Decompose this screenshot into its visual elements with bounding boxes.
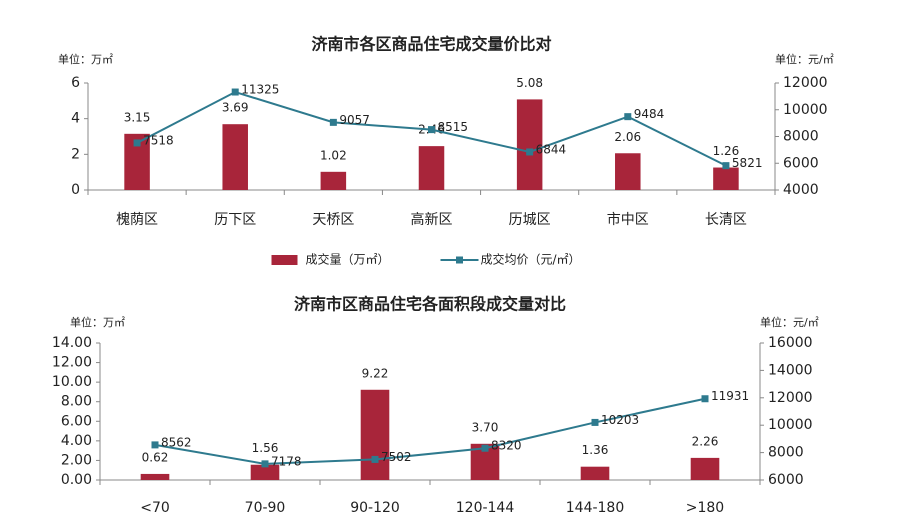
line-marker <box>371 455 379 463</box>
line-label: 7518 <box>143 133 174 147</box>
line-marker <box>231 88 239 96</box>
x-tick-label: 120-144 <box>456 500 515 516</box>
bar-label: 2.06 <box>614 130 641 144</box>
y-tick-label: 0.00 <box>61 472 92 488</box>
y-tick-label: 2 <box>71 146 80 162</box>
bar-label: 2.26 <box>692 434 719 448</box>
line-label: 7502 <box>381 450 412 464</box>
line-label: 8562 <box>161 435 192 449</box>
chart-title: 济南市各区商品住宅成交量价比对 <box>311 35 551 54</box>
y2-tick-label: 6000 <box>768 472 804 488</box>
line-label: 9484 <box>634 107 665 121</box>
line-marker <box>526 148 534 156</box>
legend-swatch <box>271 255 298 265</box>
bar <box>690 457 720 480</box>
y-tick-label: 6.00 <box>61 413 92 429</box>
line-marker <box>329 118 337 126</box>
x-tick-label: 70-90 <box>245 500 286 516</box>
y2-tick-label: 8000 <box>768 445 804 461</box>
x-tick-label: 天桥区 <box>312 212 354 228</box>
y-tick-label: 8.00 <box>61 394 92 410</box>
bar <box>516 99 543 190</box>
y2-tick-label: 12000 <box>783 75 828 91</box>
x-tick-label: 槐荫区 <box>116 212 158 228</box>
y2-tick-label: 4000 <box>783 182 819 198</box>
y-unit: 单位：万㎡ <box>58 52 113 66</box>
bar-label: 1.26 <box>713 144 740 158</box>
y2-tick-label: 14000 <box>768 362 813 378</box>
y2-tick-label: 10000 <box>783 102 828 118</box>
x-tick-label: 144-180 <box>566 500 625 516</box>
line-marker <box>624 113 632 121</box>
bar <box>360 389 390 480</box>
x-tick-label: <70 <box>140 500 170 516</box>
y2-tick-label: 8000 <box>783 129 819 145</box>
y-tick-label: 12.00 <box>52 355 92 371</box>
line-label: 10203 <box>601 413 639 427</box>
x-tick-label: >180 <box>686 500 724 516</box>
line-marker <box>722 162 730 170</box>
chart-title: 济南市区商品住宅各面积段成交量对比 <box>294 295 566 314</box>
legend-swatch <box>456 256 463 264</box>
y-tick-label: 6 <box>71 75 80 91</box>
x-tick-label: 高新区 <box>411 211 453 228</box>
legend-label: 成交均价（元/㎡） <box>481 252 581 267</box>
y-unit: 单位：万㎡ <box>70 315 125 329</box>
line-marker <box>428 126 435 134</box>
bar-label: 1.36 <box>582 443 609 457</box>
line-label: 8320 <box>491 439 522 453</box>
line-marker <box>591 418 599 426</box>
y2-tick-label: 6000 <box>783 155 819 171</box>
x-tick-label: 历下区 <box>214 212 256 228</box>
x-tick-label: 历城区 <box>509 212 551 228</box>
line-marker <box>481 444 489 452</box>
bar <box>320 171 347 190</box>
line-label: 11325 <box>241 83 279 97</box>
line-label: 11931 <box>711 389 749 403</box>
bar-label: 3.69 <box>222 101 249 115</box>
bar <box>250 464 280 480</box>
bar-label: 0.62 <box>142 450 169 464</box>
y2-tick-label: 12000 <box>768 390 813 406</box>
line-label: 5821 <box>732 156 763 170</box>
bar <box>222 124 248 190</box>
line-marker <box>261 460 269 468</box>
x-tick-label: 长清区 <box>705 212 747 228</box>
bar-label: 1.02 <box>320 148 347 162</box>
bar-label: 5.08 <box>516 76 543 90</box>
y-tick-label: 10.00 <box>52 374 92 390</box>
y2-unit: 单位：元/㎡ <box>760 315 819 329</box>
y-tick-label: 14.00 <box>52 335 92 351</box>
line-label: 7178 <box>271 454 302 468</box>
y-tick-label: 2.00 <box>61 452 92 468</box>
x-tick-label: 90-120 <box>350 500 400 516</box>
line-marker <box>701 395 709 403</box>
bar-label: 9.22 <box>362 366 389 380</box>
bar-label: 1.56 <box>252 441 279 455</box>
line-label: 9057 <box>339 113 370 127</box>
bar <box>140 473 170 480</box>
line-marker <box>151 441 159 449</box>
y2-tick-label: 16000 <box>768 335 813 351</box>
y-tick-label: 4.00 <box>61 433 92 449</box>
line-label: 8515 <box>438 120 469 134</box>
x-tick-label: 市中区 <box>607 211 649 228</box>
y-tick-label: 0 <box>71 182 80 198</box>
y-tick-label: 4 <box>71 111 80 127</box>
legend-label: 成交量（万㎡） <box>306 252 390 267</box>
y2-unit: 单位：元/㎡ <box>775 52 834 66</box>
bar-label: 3.15 <box>124 110 151 124</box>
bar <box>418 146 445 190</box>
line-label: 6844 <box>536 142 567 156</box>
bar <box>713 167 739 190</box>
bar-label: 3.70 <box>472 420 499 434</box>
y2-tick-label: 10000 <box>768 417 813 433</box>
bar <box>580 466 610 480</box>
line-marker <box>133 139 141 147</box>
line <box>154 397 706 465</box>
bar <box>615 153 641 190</box>
